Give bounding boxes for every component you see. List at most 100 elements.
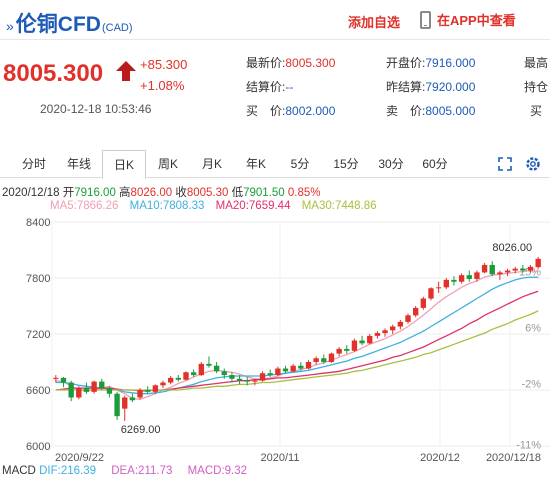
candle-body (137, 390, 143, 398)
ask-price-value: 8005.000 (425, 104, 476, 118)
dea-label: DEA: (111, 465, 139, 477)
x-tick-label: 2020/9/22 (55, 452, 104, 462)
candle-body (129, 397, 136, 401)
candle-body (412, 307, 419, 316)
settle-price-row: 结算价:-- (246, 78, 293, 95)
candlestick-chart[interactable]: 8400780072006600600015%6%-2%-11%8026.006… (0, 212, 550, 462)
candle-body (328, 353, 335, 362)
open-price-label: 开盘价: (386, 56, 426, 70)
tab-daily-k[interactable]: 日K (102, 150, 146, 179)
candle-body (527, 266, 534, 271)
ask-price-row: 卖 价:8005.000 (386, 102, 475, 119)
low-value: 7901.50 (243, 187, 285, 199)
tab-monthly-k[interactable]: 月K (201, 157, 222, 171)
ma20-value: 7659.44 (248, 200, 291, 212)
y-tick-label: 7200 (26, 329, 50, 341)
bid-price-value: 8002.000 (285, 104, 336, 118)
tab-yearly-k[interactable]: 年K (245, 157, 266, 171)
bid-price-label: 买 价: (246, 104, 286, 118)
price-change-pct: +1.08% (140, 78, 185, 93)
candle-body (68, 382, 74, 398)
phone-icon (420, 10, 431, 29)
candle-body (275, 368, 281, 376)
candle-body (236, 378, 243, 381)
candle-body (106, 388, 113, 394)
candle-body (520, 268, 526, 271)
x-tick-label: 2020/11 (261, 452, 300, 462)
candle-body (206, 363, 212, 366)
fullscreen-icon[interactable] (498, 157, 512, 171)
dif-label: DIF: (39, 465, 61, 477)
tab-15min[interactable]: 15分 (333, 157, 359, 171)
tab-weekly-k[interactable]: 周K (157, 157, 178, 171)
title-group: » 伦铜CFD (CAD) (6, 8, 133, 38)
candle-body (428, 288, 434, 299)
macd-label: MACD: (187, 465, 225, 477)
candle-body (282, 368, 289, 372)
candle-body (451, 279, 457, 282)
dif-value: 216.39 (60, 465, 96, 477)
tab-30min[interactable]: 30分 (378, 157, 404, 171)
change-pct-value: 0.85% (287, 187, 321, 199)
candle-body (443, 279, 449, 288)
open-value: 7916.00 (74, 187, 116, 199)
candle-body (336, 348, 342, 354)
tab-intraday[interactable]: 分时 (21, 157, 46, 171)
candle-body (190, 372, 197, 376)
tab-5min[interactable]: 5分 (290, 157, 310, 171)
candle-body (76, 388, 82, 398)
candle-body (244, 380, 250, 382)
candle-body (53, 377, 59, 379)
candle-body (504, 270, 511, 273)
candle-body (359, 340, 365, 344)
bar-date: 2020/12/18 (2, 187, 60, 199)
candle-body (305, 362, 312, 369)
candle-body (351, 340, 358, 351)
candle-body (167, 377, 174, 383)
tab-year-line[interactable]: 年线 (66, 157, 91, 171)
candle-body (321, 358, 327, 362)
candle-body (175, 377, 182, 380)
page-title: 伦铜CFD (15, 13, 101, 36)
candle-body (397, 321, 404, 327)
candle-body (390, 326, 396, 331)
open-app-label: 在APP中查看 (437, 13, 516, 28)
candle-body (466, 275, 472, 279)
candle-body (99, 381, 105, 389)
candle-body (259, 373, 266, 381)
y-tick-label: 6000 (26, 441, 50, 453)
candle-body (221, 371, 227, 376)
ma5-value: 7866.26 (76, 200, 119, 212)
candle-body (535, 258, 541, 268)
candle-body (367, 335, 373, 344)
open-app-button[interactable]: 在APP中查看 (420, 10, 516, 29)
y-tick-label: 8400 (26, 217, 50, 229)
y-tick-label: 6600 (26, 385, 50, 397)
tab-60min[interactable]: 60分 (422, 157, 448, 171)
instrument-code: (CAD) (101, 22, 133, 34)
candle-body (60, 377, 67, 383)
header-bar: » 伦铜CFD (CAD) 添加自选 在APP中查看 (0, 0, 550, 40)
macd-bar: MACD DIF:216.39 DEA:211.73 MACD:9.32 (2, 465, 247, 477)
candle-body (114, 393, 120, 417)
candle-body (252, 380, 258, 382)
open-price-row: 开盘价:7916.000 (386, 54, 475, 71)
ask-price-label: 卖 价: (386, 104, 426, 118)
macd-value: 9.32 (224, 465, 248, 477)
settle-price-value: -- (285, 80, 294, 94)
gear-icon[interactable] (524, 155, 542, 173)
candle-body (145, 390, 151, 392)
ma-legend: MA5:7866.26 MA10:7808.33 MA20:7659.44 MA… (50, 200, 377, 212)
add-watchlist-button[interactable]: 添加自选 (348, 15, 401, 30)
candle-body (122, 397, 128, 409)
period-tabs: 分时 年线 日K 周K 月K 年K 5分 15分 30分 60分 (0, 150, 550, 179)
y-tick-label: 7800 (26, 273, 50, 285)
candle-body (198, 363, 204, 376)
candle-body (405, 315, 411, 322)
up-arrow-icon (116, 61, 136, 81)
current-price: 8005.300 (3, 60, 104, 87)
high-marker-label: 8026.00 (492, 242, 532, 254)
latest-price-row: 最新价:8005.300 (246, 54, 335, 71)
settle-price-label: 结算价: (246, 80, 286, 94)
ma5-label: MA5: (50, 200, 77, 212)
